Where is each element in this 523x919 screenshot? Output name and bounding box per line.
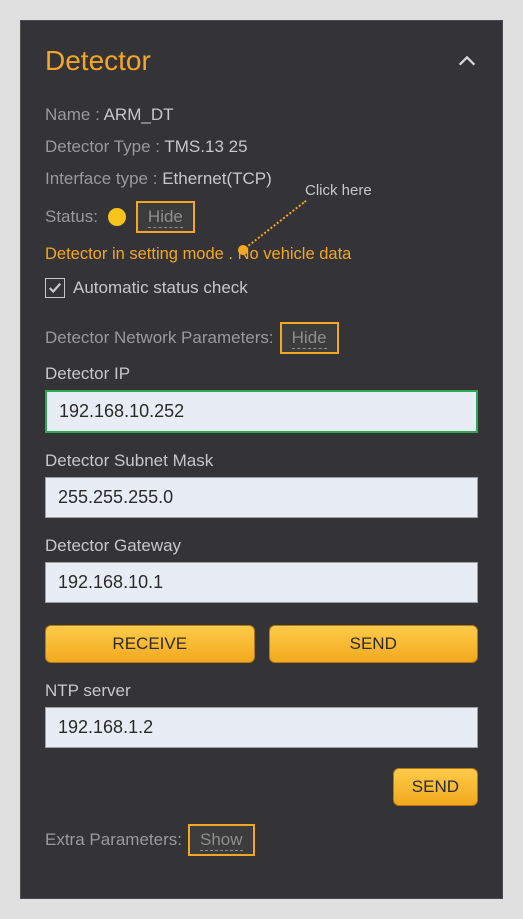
panel-title: Detector (45, 45, 151, 77)
extra-section-header: Extra Parameters: Show (45, 824, 478, 856)
detector-type-label: Detector Type : (45, 137, 160, 156)
receive-button[interactable]: RECEIVE (45, 625, 255, 663)
name-value: ARM_DT (104, 105, 174, 124)
network-section-label: Detector Network Parameters: (45, 328, 274, 348)
status-toggle-button[interactable]: Hide (136, 201, 195, 233)
autocheck-label: Automatic status check (73, 278, 248, 298)
network-toggle-text: Hide (292, 328, 327, 349)
ntp-send-button[interactable]: SEND (393, 768, 478, 806)
status-label: Status: (45, 207, 98, 227)
network-section-header: Detector Network Parameters: Hide (45, 322, 478, 354)
callout-text: Click here (305, 182, 372, 199)
gateway-input[interactable] (45, 562, 478, 603)
subnet-mask-input[interactable] (45, 477, 478, 518)
network-send-button[interactable]: SEND (269, 625, 479, 663)
interface-type-value: Ethernet(TCP) (162, 169, 272, 188)
subnet-mask-label: Detector Subnet Mask (45, 451, 478, 471)
detector-type-row: Detector Type : TMS.13 25 (45, 137, 478, 157)
detector-ip-label: Detector IP (45, 364, 478, 384)
detector-type-value: TMS.13 25 (164, 137, 247, 156)
header: Detector (45, 45, 478, 77)
check-icon (48, 281, 62, 295)
detector-panel: Detector Name : ARM_DT Detector Type : T… (20, 20, 503, 899)
status-row: Status: Hide (45, 201, 478, 233)
status-toggle-text: Hide (148, 207, 183, 228)
name-label: Name : (45, 105, 100, 124)
interface-type-label: Interface type : (45, 169, 157, 188)
collapse-chevron-icon[interactable] (456, 50, 478, 72)
ntp-input[interactable] (45, 707, 478, 748)
ntp-label: NTP server (45, 681, 478, 701)
ntp-button-row: SEND (45, 768, 478, 806)
interface-type-row: Interface type : Ethernet(TCP) (45, 169, 478, 189)
autocheck-checkbox[interactable] (45, 278, 65, 298)
name-row: Name : ARM_DT (45, 105, 478, 125)
detector-ip-input[interactable] (45, 390, 478, 433)
extra-toggle-text: Show (200, 830, 243, 851)
extra-section-label: Extra Parameters: (45, 830, 182, 850)
callout-dot-icon (238, 245, 248, 255)
gateway-label: Detector Gateway (45, 536, 478, 556)
autocheck-row: Automatic status check (45, 278, 478, 298)
network-buttons: RECEIVE SEND (45, 625, 478, 663)
extra-toggle-button[interactable]: Show (188, 824, 255, 856)
status-indicator-icon (108, 208, 126, 226)
network-toggle-button[interactable]: Hide (280, 322, 339, 354)
status-warning: Detector in setting mode . No vehicle da… (45, 245, 478, 264)
